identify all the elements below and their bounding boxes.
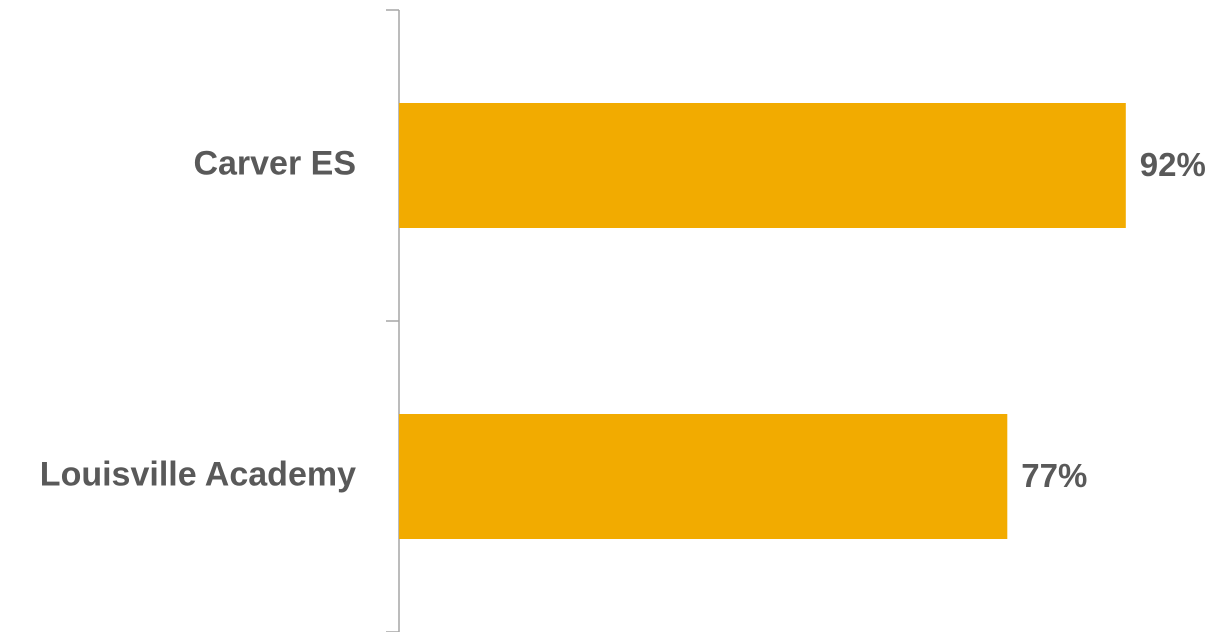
- value-label: 92%: [1140, 146, 1206, 183]
- bar: [399, 103, 1126, 228]
- category-label: Louisville Academy: [40, 455, 356, 493]
- value-label: 77%: [1021, 457, 1087, 494]
- bar: [399, 414, 1008, 539]
- category-label: Carver ES: [193, 144, 356, 182]
